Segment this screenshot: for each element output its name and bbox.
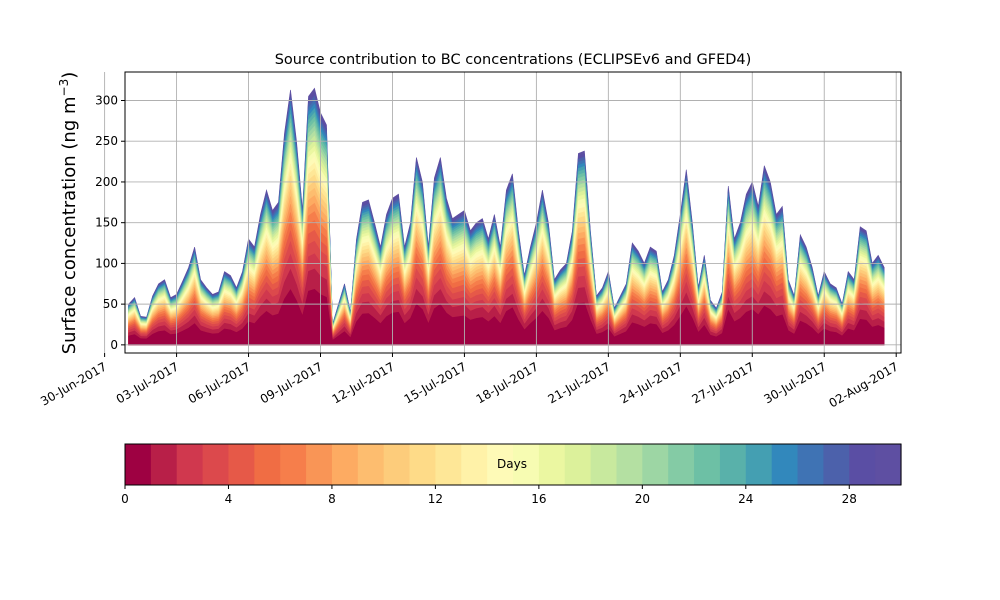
gridlines [104, 72, 901, 353]
x-axis-ticks: 30-Jun-2017 03-Jul-2017 06-Jul-2017 09-Jul-… [38, 353, 901, 410]
colorbar-segment [383, 444, 411, 485]
colorbar-segment [435, 444, 462, 485]
area-layer-day-0 [128, 288, 885, 346]
x-tick-label: 30-Jun-2017 [38, 359, 109, 408]
colorbar-tick-label: 16 [531, 492, 546, 506]
colorbar-segment [694, 444, 721, 485]
y-tick-label: 0 [110, 338, 118, 352]
colorbar-tick-label: 28 [842, 492, 857, 506]
y-tick-label: 300 [95, 94, 118, 108]
stacked-area-layers [128, 87, 885, 346]
colorbar-segment [331, 444, 359, 485]
colorbar [125, 444, 902, 485]
y-axis-ticks: 0 50 100 150 200 250 300 [95, 94, 125, 352]
colorbar-segment [719, 444, 747, 485]
x-tick-label: 15-Jul-2017 [402, 359, 469, 406]
colorbar-segment [409, 444, 436, 485]
x-tick-label: 30-Jul-2017 [761, 359, 828, 406]
x-tick-label: 18-Jul-2017 [474, 359, 541, 406]
colorbar-segment [487, 444, 514, 485]
colorbar-segment [849, 444, 876, 485]
y-tick-label: 250 [95, 134, 118, 148]
colorbar-segment [306, 444, 333, 485]
colorbar-segment [668, 444, 695, 485]
colorbar-segment [254, 444, 281, 485]
colorbar-segment [280, 444, 307, 485]
colorbar-frame [124, 443, 902, 486]
x-tick-label: 09-Jul-2017 [258, 359, 325, 406]
colorbar-tick-label: 12 [428, 492, 443, 506]
colorbar-segment [150, 444, 178, 485]
colorbar-segment [202, 444, 230, 485]
colorbar-ticks: 0 4 8 12 16 20 24 28 [121, 485, 857, 506]
x-tick-label: 27-Jul-2017 [689, 359, 756, 406]
y-tick-label: 100 [95, 256, 118, 270]
y-tick-label: 50 [103, 297, 118, 311]
colorbar-tick-label: 8 [328, 492, 336, 506]
colorbar-segment [616, 444, 643, 485]
colorbar-label: Days [497, 457, 527, 471]
chart-title: Source contribution to BC concentrations… [275, 52, 752, 68]
colorbar-segment [771, 444, 799, 485]
colorbar-segment [564, 444, 592, 485]
colorbar-segment [513, 444, 540, 485]
colorbar-segment [745, 444, 773, 485]
colorbar-segment [823, 444, 850, 485]
colorbar-segment [228, 444, 255, 485]
plot-frame [124, 71, 902, 354]
x-tick-label: 24-Jul-2017 [618, 359, 685, 406]
colorbar-tick-label: 0 [121, 492, 129, 506]
colorbar-segment [461, 444, 488, 485]
colorbar-segment [176, 444, 204, 485]
y-tick-label: 200 [95, 175, 118, 189]
x-tick-label: 21-Jul-2017 [546, 359, 613, 406]
x-tick-label: 12-Jul-2017 [330, 359, 397, 406]
colorbar-segment [538, 444, 566, 485]
y-axis-label: Surface concentration (ng m−3) [57, 72, 80, 355]
colorbar-segment [590, 444, 618, 485]
colorbar-segment [125, 444, 152, 485]
colorbar-segment [642, 444, 669, 485]
colorbar-tick-label: 20 [635, 492, 650, 506]
x-tick-label: 03-Jul-2017 [114, 359, 181, 406]
x-tick-label: 02-Aug-2017 [826, 359, 900, 410]
colorbar-segment [357, 444, 385, 485]
colorbar-segment [797, 444, 824, 485]
y-tick-label: 150 [95, 216, 118, 230]
x-tick-label: 06-Jul-2017 [186, 359, 253, 406]
y-axis-label-superscript: −3 [57, 79, 71, 97]
colorbar-tick-label: 4 [225, 492, 233, 506]
colorbar-tick-label: 24 [738, 492, 753, 506]
colorbar-segment [875, 444, 902, 485]
